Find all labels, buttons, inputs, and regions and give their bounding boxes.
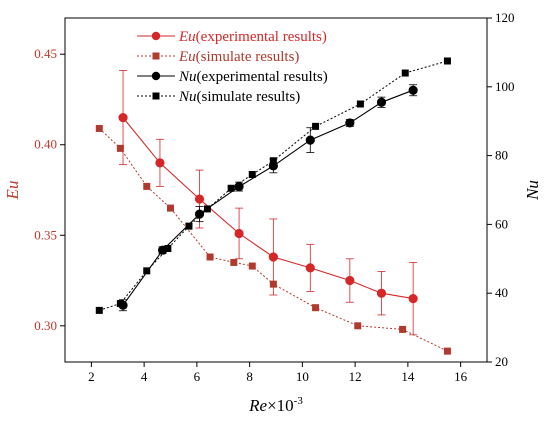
data-point	[143, 182, 151, 190]
legend: Eu(experimental results) Eu(simulate resu…	[137, 29, 328, 105]
legend-label: Nu(simulate results)	[178, 89, 300, 105]
plot-frame	[64, 17, 488, 363]
data-point	[194, 209, 205, 219]
data-point	[345, 118, 355, 128]
series-line	[122, 117, 414, 300]
y-left-tick-label: 0.40	[34, 137, 57, 152]
data-point	[227, 184, 235, 192]
legend-swatch-marker	[151, 71, 161, 81]
data-point	[305, 263, 315, 273]
legend-entry: Eu(simulate results)	[137, 49, 299, 65]
x-tick-label: 8	[246, 369, 253, 384]
data-point	[206, 253, 214, 261]
legend-label: Eu(simulate results)	[178, 49, 299, 65]
legend-entry: Nu(simulate results)	[137, 89, 300, 105]
legend-entry: Eu(experimental results)	[137, 29, 327, 45]
x-tick-label: 14	[401, 369, 415, 384]
x-tick-label: 6	[194, 369, 201, 384]
data-point	[401, 69, 409, 77]
data-point	[268, 252, 278, 262]
x-tick-label: 2	[88, 369, 95, 384]
y-axis-left-label: Eu	[3, 181, 22, 201]
y-axis-right-label: Nu	[523, 180, 542, 201]
y-right-tick-label: 80	[495, 148, 508, 163]
data-point	[185, 222, 193, 230]
data-point	[345, 275, 355, 286]
data-point	[95, 124, 103, 132]
data-point	[248, 262, 256, 270]
data-point	[203, 205, 211, 213]
data-point	[95, 306, 103, 314]
data-point	[399, 325, 407, 333]
error-bars	[119, 70, 418, 336]
data-point	[443, 57, 451, 65]
data-point	[230, 258, 238, 266]
data-point	[116, 300, 124, 308]
data-point	[167, 204, 174, 212]
legend-swatch-marker	[152, 92, 160, 100]
data-point	[116, 144, 124, 152]
data-point	[143, 267, 151, 275]
data-point	[269, 157, 277, 165]
axis-ticks: 2 4 6 8 10 12 14 16 0.30 0.35 0.40 0.45 20 40 60 80 100 1…	[34, 10, 514, 384]
data-point	[194, 194, 205, 204]
data-point	[376, 288, 387, 298]
y-right-tick-label: 120	[495, 10, 515, 25]
y-left-tick-label: 0.45	[34, 46, 57, 61]
y-left-tick-label: 0.35	[34, 227, 57, 242]
legend-entry: Nu(experimental results)	[137, 69, 328, 85]
x-tick-label: 12	[349, 369, 362, 384]
data-point	[354, 322, 362, 330]
data-point	[234, 228, 244, 239]
x-tick-label: 16	[454, 369, 468, 384]
series-line	[98, 128, 448, 352]
data-point	[443, 347, 451, 355]
x-tick-label: 4	[141, 369, 148, 384]
y-right-tick-label: 20	[495, 354, 508, 369]
series-markers	[95, 57, 451, 355]
legend-label: Nu(experimental results)	[178, 69, 328, 85]
legend-swatch-marker	[151, 31, 161, 41]
y-right-tick-label: 60	[495, 216, 508, 231]
data-point	[356, 100, 364, 108]
data-point	[234, 181, 244, 192]
legend-label: Eu(experimental results)	[178, 29, 327, 45]
x-tick-label: 10	[296, 369, 309, 384]
data-point	[269, 280, 277, 288]
data-point	[312, 304, 320, 312]
data-point	[312, 122, 320, 130]
y-right-tick-label: 100	[495, 79, 515, 94]
x-axis-label: Re×10-3	[248, 395, 303, 415]
data-point	[248, 171, 256, 179]
series-line	[122, 89, 414, 306]
y-right-tick-label: 40	[495, 285, 508, 300]
data-point	[376, 97, 387, 107]
legend-swatch-marker	[152, 52, 160, 60]
data-point	[118, 112, 128, 123]
data-point	[408, 85, 418, 95]
data-point	[155, 158, 165, 168]
data-point	[164, 244, 172, 252]
data-point	[408, 294, 418, 304]
data-point	[305, 135, 315, 145]
y-left-tick-label: 0.30	[34, 318, 57, 333]
